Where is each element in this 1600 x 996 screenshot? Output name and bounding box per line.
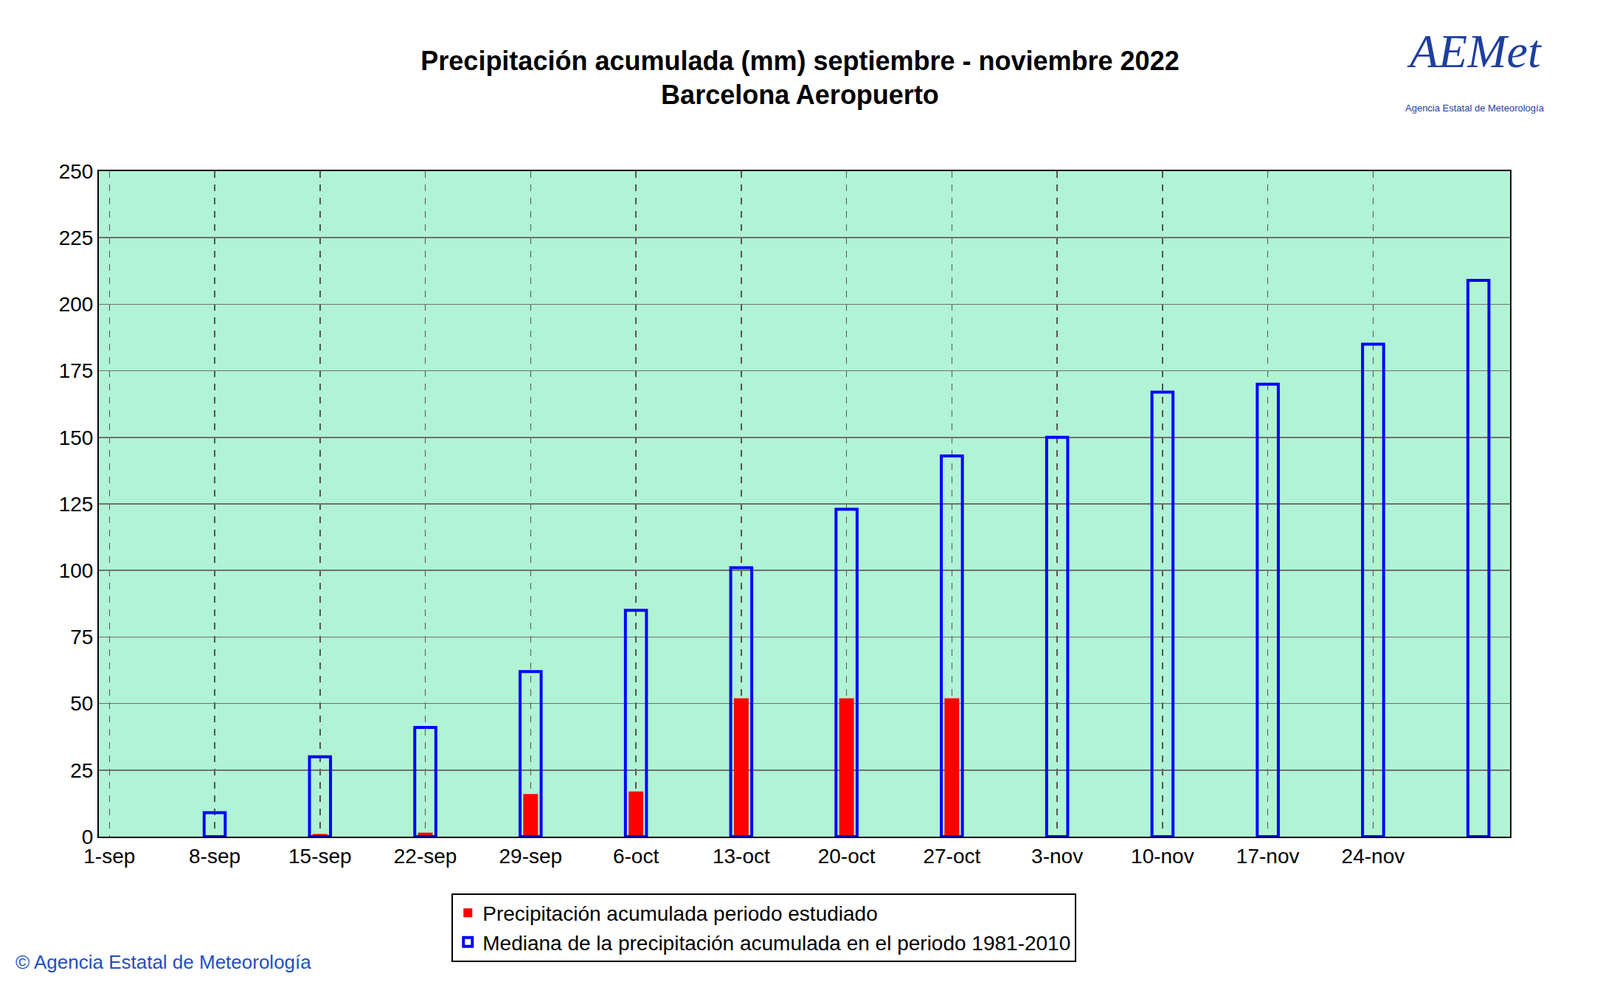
svg-text:24-nov: 24-nov (1341, 844, 1406, 868)
svg-text:50: 50 (70, 691, 93, 715)
svg-text:13-oct: 13-oct (712, 844, 771, 868)
svg-text:Precipitación acumulada period: Precipitación acumulada periodo estudiad… (482, 902, 878, 926)
svg-text:6-oct: 6-oct (613, 844, 659, 868)
svg-text:15-sep: 15-sep (288, 844, 352, 868)
svg-text:AEMet: AEMet (1406, 25, 1543, 78)
svg-text:200: 200 (59, 292, 94, 316)
svg-text:27-oct: 27-oct (922, 844, 981, 868)
svg-text:225: 225 (59, 226, 94, 250)
svg-text:20-oct: 20-oct (818, 844, 876, 868)
svg-text:125: 125 (59, 492, 94, 516)
svg-text:25: 25 (70, 759, 93, 782)
svg-text:250: 250 (59, 160, 94, 183)
svg-text:© Agencia Estatal de Meteorolo: © Agencia Estatal de Meteorología (15, 950, 312, 973)
svg-text:29-sep: 29-sep (499, 844, 563, 868)
svg-text:Precipitación acumulada (mm) s: Precipitación acumulada (mm) septiembre … (420, 45, 1179, 111)
svg-text:1-sep: 1-sep (83, 844, 135, 868)
svg-text:75: 75 (70, 625, 93, 649)
svg-text:150: 150 (59, 426, 94, 450)
svg-text:17-nov: 17-nov (1236, 844, 1300, 868)
svg-text:175: 175 (59, 359, 94, 383)
svg-text:Agencia Estatal de Meteorologí: Agencia Estatal de Meteorología (1405, 102, 1545, 114)
svg-text:Mediana de la precipitación ac: Mediana de la precipitación acumulada en… (482, 931, 1071, 955)
svg-text:3-nov: 3-nov (1031, 844, 1083, 868)
svg-text:22-sep: 22-sep (393, 844, 458, 868)
svg-text:100: 100 (59, 559, 94, 583)
svg-text:0: 0 (81, 825, 94, 849)
svg-text:10-nov: 10-nov (1130, 844, 1195, 868)
svg-text:8-sep: 8-sep (188, 844, 241, 868)
